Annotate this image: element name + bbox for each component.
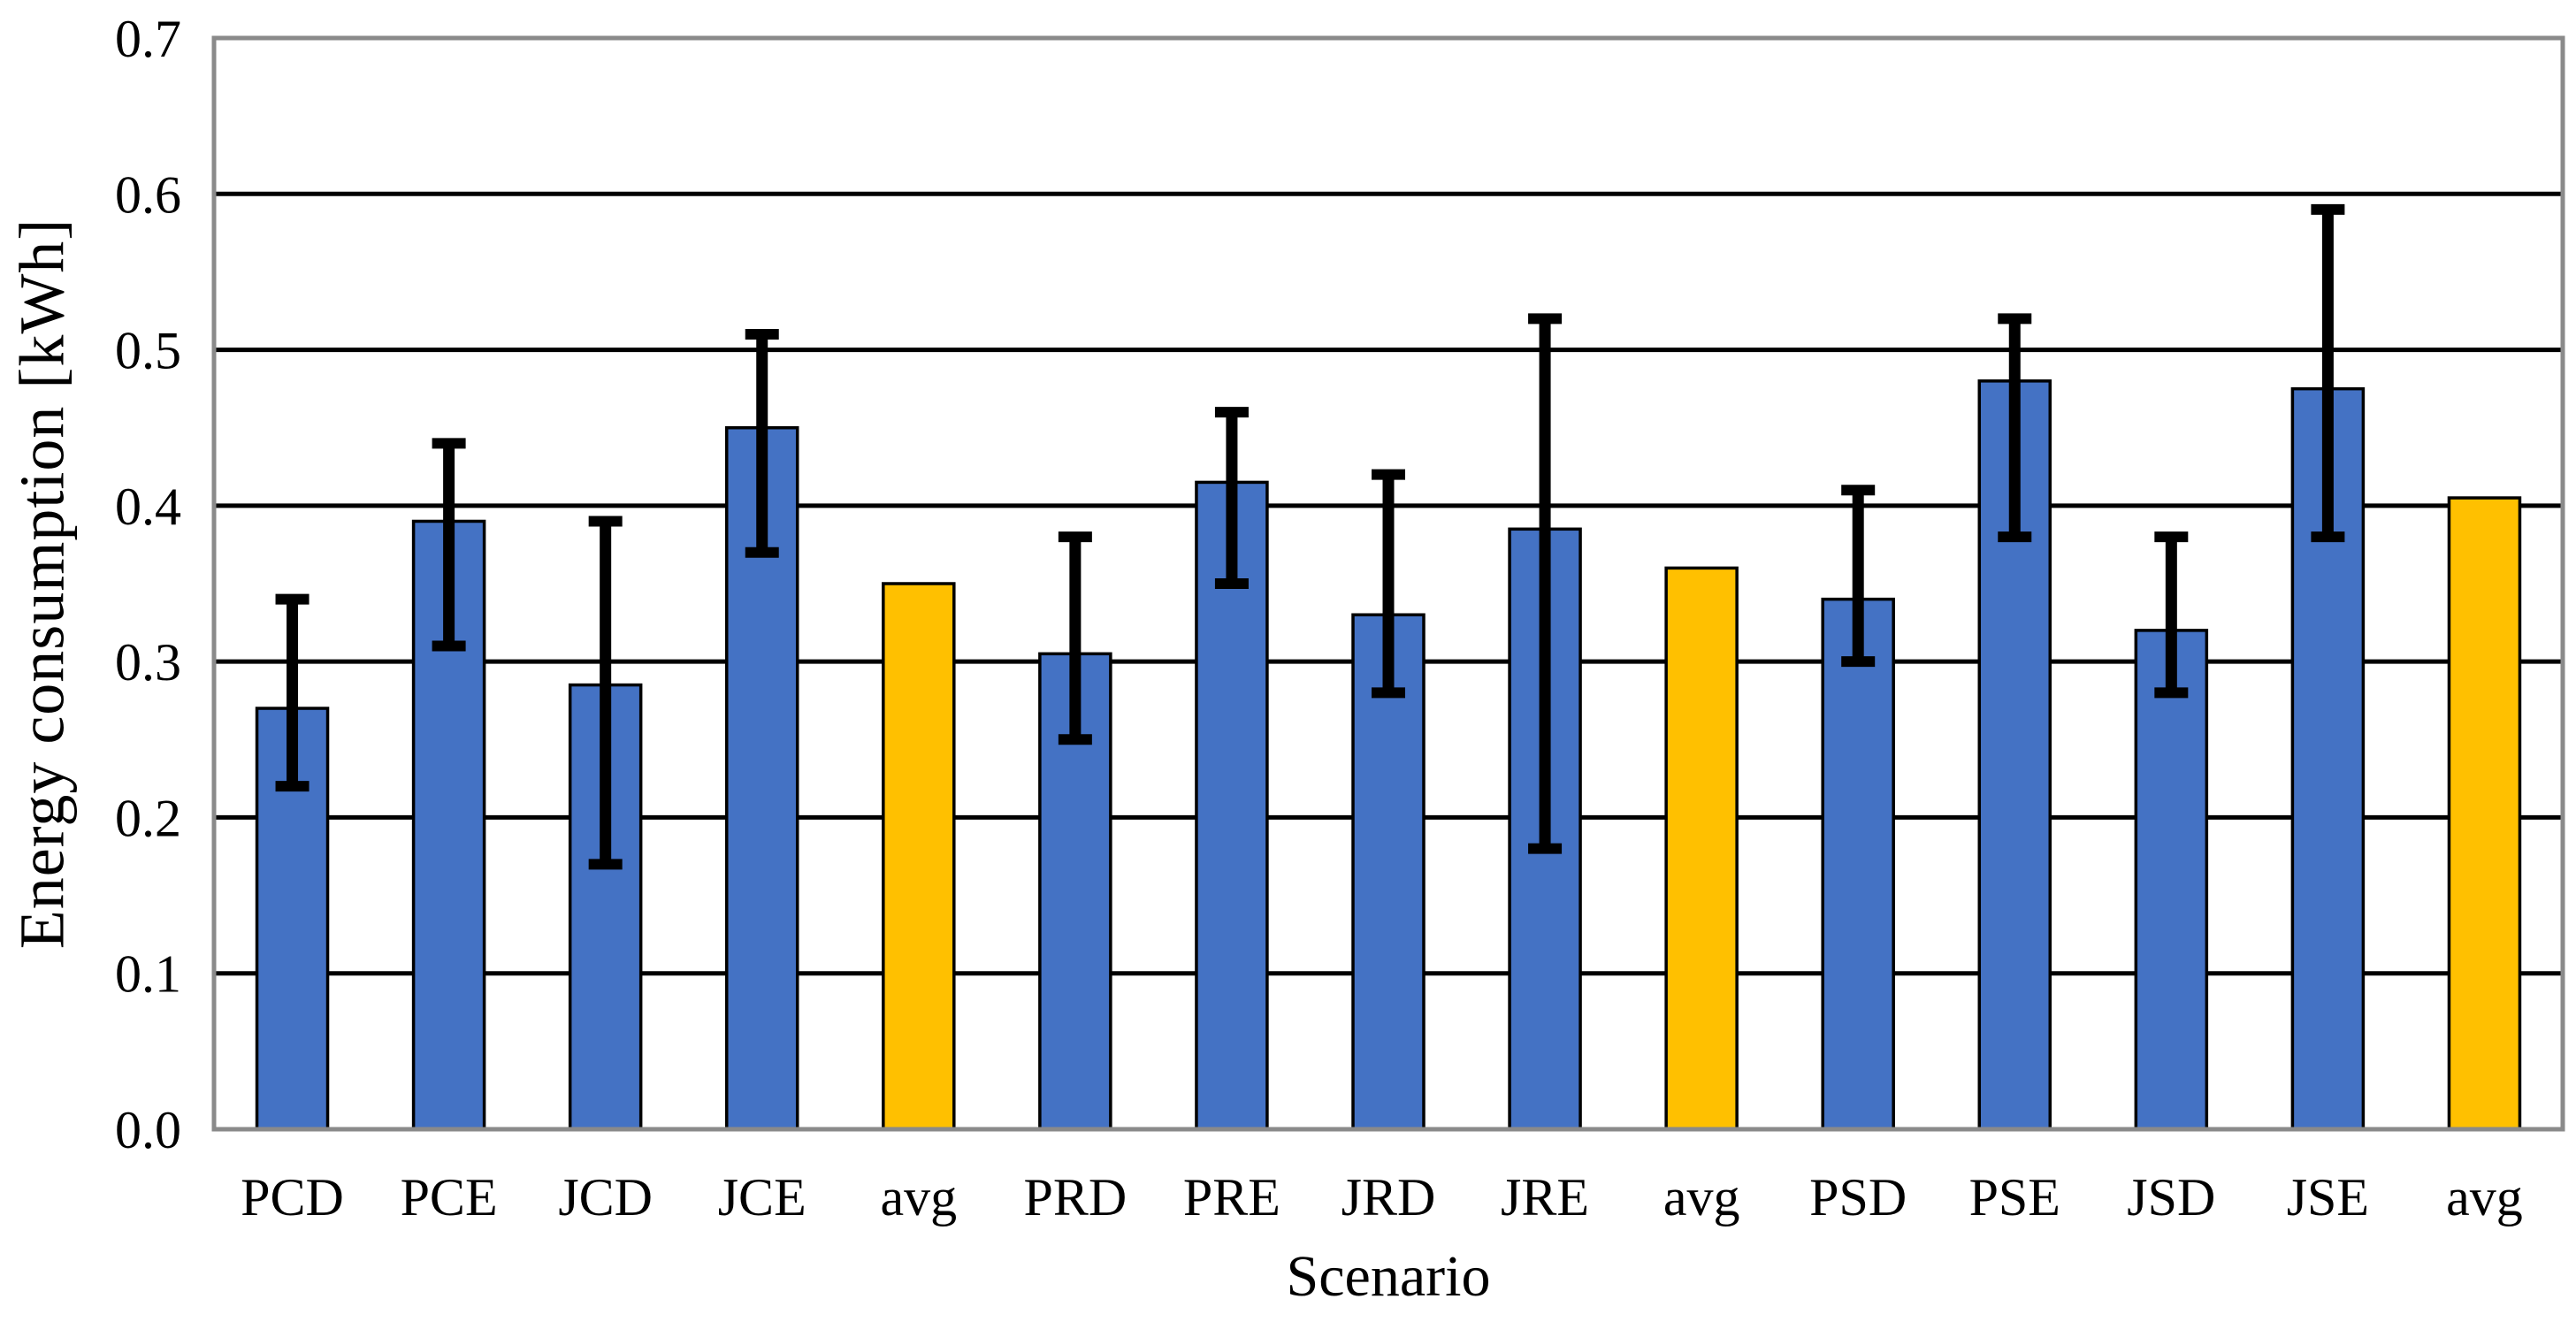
bar-JSD-12: [2134, 629, 2209, 1131]
plot-border: [211, 35, 2565, 1132]
y-tick-label-0.7: 0.7: [115, 10, 181, 68]
y-tick-label-0.2: 0.2: [115, 789, 181, 847]
y-tick-label-0.0: 0.0: [115, 1101, 181, 1159]
category-label-PSD-10: PSD: [1809, 1168, 1907, 1226]
category-label-PCE-1: PCE: [401, 1168, 498, 1226]
bar-avg-14: [2447, 496, 2522, 1131]
category-label-JCE-3: JCE: [718, 1168, 806, 1226]
category-label-JRE-8: JRE: [1501, 1168, 1589, 1226]
x-axis-title: Scenario: [1286, 1244, 1491, 1309]
category-label-JCD-2: JCD: [558, 1168, 653, 1226]
category-label-PRE-6: PRE: [1183, 1168, 1280, 1226]
y-tick-label-0.6: 0.6: [115, 165, 181, 224]
category-label-avg-14: avg: [2446, 1168, 2523, 1226]
y-tick-label-0.4: 0.4: [115, 478, 181, 536]
bar-PSD-10: [1821, 597, 1895, 1131]
y-tick-label-0.3: 0.3: [115, 633, 181, 692]
category-label-PRD-5: PRD: [1024, 1168, 1127, 1226]
category-label-JSD-12: JSD: [2127, 1168, 2215, 1226]
bar-avg-9: [1664, 566, 1739, 1131]
bar-avg-4: [882, 582, 956, 1131]
category-label-PCD-0: PCD: [241, 1168, 344, 1226]
category-label-PSE-11: PSE: [1969, 1168, 2060, 1226]
y-tick-label-0.5: 0.5: [115, 322, 181, 380]
bar-JRD-7: [1351, 613, 1426, 1131]
category-label-JSE-13: JSE: [2287, 1168, 2369, 1226]
category-label-avg-9: avg: [1663, 1168, 1740, 1226]
category-label-JRD-7: JRD: [1342, 1168, 1436, 1226]
category-label-avg-4: avg: [880, 1168, 957, 1226]
y-tick-label-0.1: 0.1: [115, 945, 181, 1004]
y-axis-title: Energy consumption [kWh]: [6, 218, 78, 950]
